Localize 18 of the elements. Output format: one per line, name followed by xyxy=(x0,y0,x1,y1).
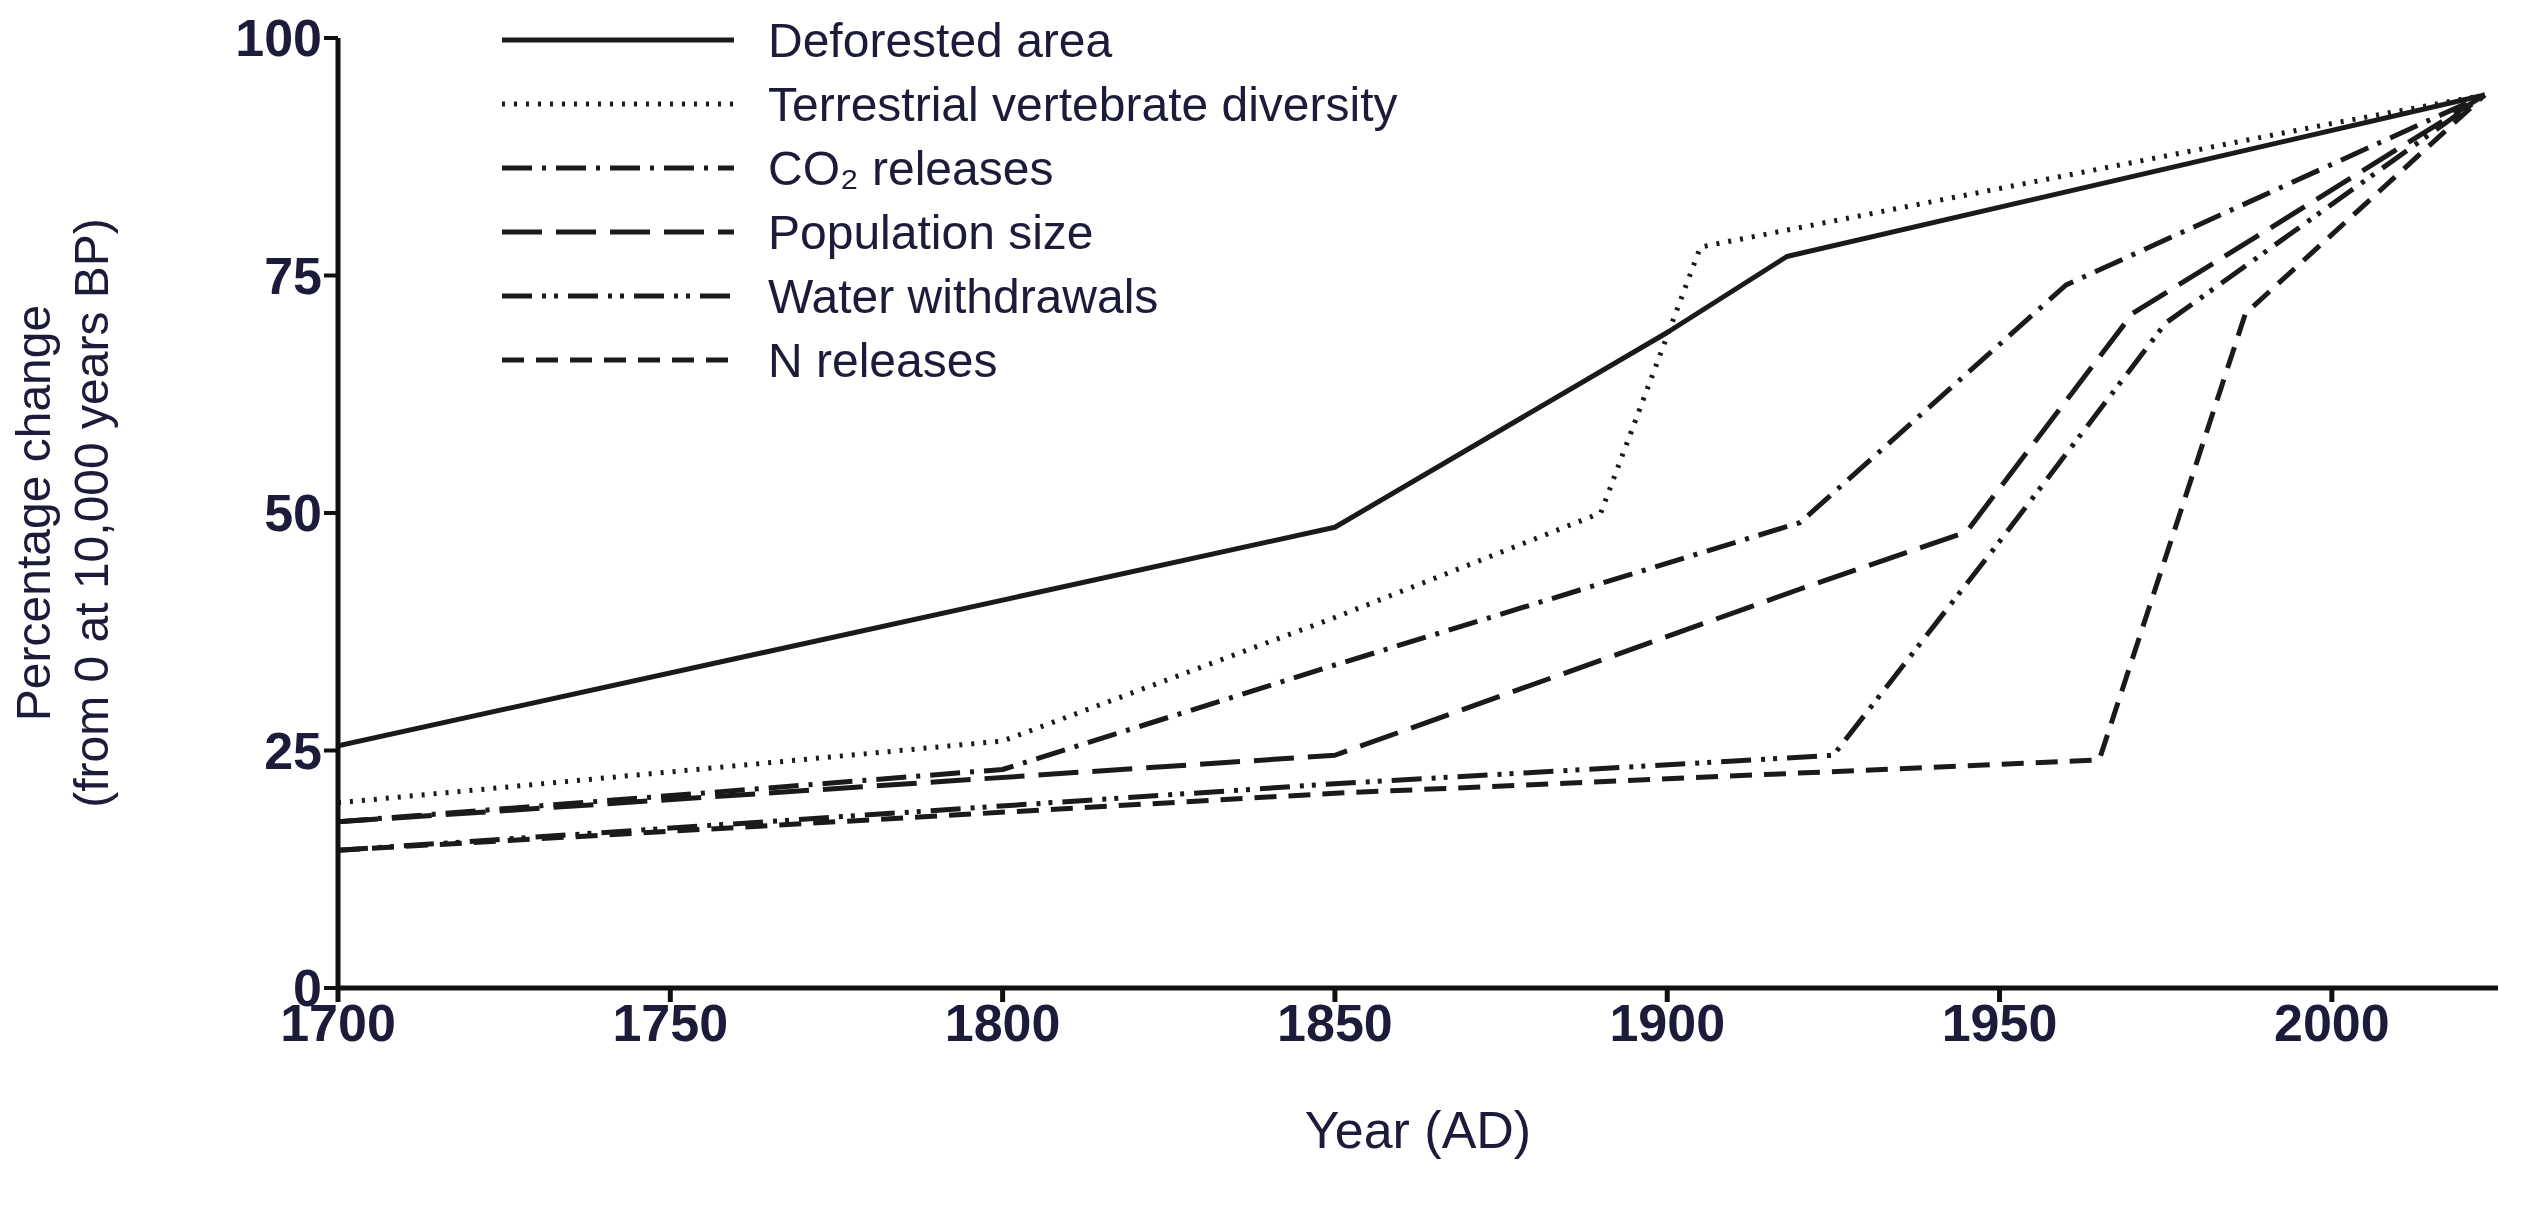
y-tick-label: 75 xyxy=(264,246,322,305)
legend-label: Terrestrial vertebrate diversity xyxy=(768,76,1398,132)
legend-label: N releases xyxy=(768,332,998,388)
x-axis-title: Year (AD) xyxy=(1304,1101,1532,1159)
legend-label: Water withdrawals xyxy=(768,268,1159,324)
y-tick-label: 100 xyxy=(235,9,322,68)
x-tick-label: 1750 xyxy=(612,993,729,1052)
y-tick-label: 25 xyxy=(264,721,322,780)
y-axis-title: Percentage change (from 0 at 10,000 years BP) xyxy=(7,218,118,808)
legend-label: Deforested area xyxy=(768,12,1113,68)
x-tick-label: 1800 xyxy=(944,993,1061,1052)
x-tick-label: 2000 xyxy=(2274,993,2390,1052)
y-tick-label: 50 xyxy=(264,484,322,543)
legend-label: Population size xyxy=(768,204,1094,260)
legend-label: CO₂ releases xyxy=(768,140,1054,196)
x-tick-label: 1850 xyxy=(1277,993,1393,1052)
x-tick-label: 1900 xyxy=(1609,993,1726,1052)
x-tick-label: 1950 xyxy=(1941,993,2058,1052)
